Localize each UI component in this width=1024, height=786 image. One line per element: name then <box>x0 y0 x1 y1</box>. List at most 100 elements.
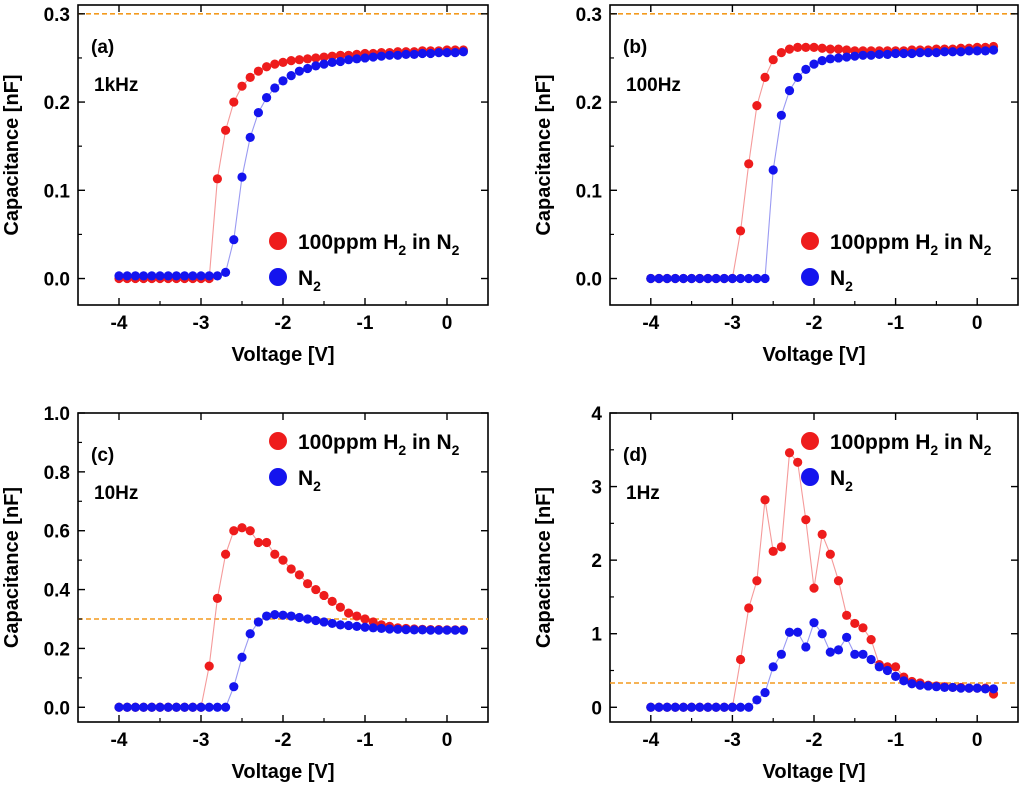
data-point <box>768 546 778 556</box>
data-point <box>988 45 999 55</box>
data-point <box>278 610 288 620</box>
data-point <box>646 702 656 712</box>
y-tick-label: 2 <box>591 551 602 572</box>
legend-marker-h2 <box>269 432 287 450</box>
data-point <box>278 57 288 67</box>
x-tick-label: 0 <box>972 313 983 334</box>
x-tick-label: -2 <box>275 730 292 751</box>
data-point <box>784 627 795 637</box>
data-point <box>393 624 403 634</box>
data-point <box>171 702 181 712</box>
data-point <box>923 681 933 691</box>
data-point <box>426 625 436 635</box>
data-point <box>163 271 173 281</box>
data-point <box>817 529 827 539</box>
y-tick-label: 0.2 <box>576 93 602 114</box>
x-axis-label: Voltage [V] <box>763 761 866 783</box>
panel-b: -4 -3 -2 -1 0 0.0 0.1 0.2 0.3 Voltage [V] Capacita… <box>533 4 1019 366</box>
data-point <box>376 623 386 634</box>
data-point <box>915 48 925 58</box>
data-point <box>719 273 729 284</box>
x-tick-label: -4 <box>111 313 128 334</box>
data-point <box>939 47 950 57</box>
data-point <box>319 52 329 62</box>
data-point <box>670 702 680 712</box>
data-point <box>221 549 231 559</box>
data-point <box>678 702 689 712</box>
data-point <box>426 48 436 59</box>
data-point <box>368 52 378 62</box>
data-point <box>245 526 255 536</box>
data-point <box>988 684 999 694</box>
y-tick-label: 4 <box>591 404 602 425</box>
data-point <box>842 45 852 55</box>
data-point <box>711 273 721 284</box>
data-point <box>204 661 214 671</box>
data-point <box>899 48 909 59</box>
legend-marker-h2 <box>269 232 287 250</box>
data-point <box>980 46 990 56</box>
data-point <box>155 271 165 281</box>
data-point <box>376 51 386 61</box>
data-point <box>262 62 272 72</box>
data-point <box>678 273 689 284</box>
data-point <box>385 50 395 60</box>
data-point <box>139 271 149 281</box>
data-point <box>801 642 811 652</box>
y-tick-label: 0.1 <box>576 181 603 202</box>
data-point <box>352 611 362 621</box>
data-point <box>809 59 819 69</box>
data-point <box>335 620 345 630</box>
data-point <box>212 702 222 712</box>
data-point <box>662 273 672 284</box>
y-tick-label: 0.0 <box>44 698 70 719</box>
data-point <box>294 55 304 65</box>
data-point <box>825 44 835 54</box>
legend: 100ppm H2 in N2 N2 <box>801 431 992 494</box>
data-point <box>401 49 411 60</box>
data-point <box>139 702 149 712</box>
panel-label: (d) <box>623 445 647 466</box>
data-point <box>122 702 132 712</box>
data-point <box>286 70 296 81</box>
x-tick-label: -3 <box>193 730 210 751</box>
data-point <box>850 649 860 659</box>
data-point <box>760 273 770 284</box>
data-point <box>114 271 124 281</box>
data-point <box>344 55 354 65</box>
data-point <box>352 54 362 64</box>
legend: 100ppm H2 in N2 N2 <box>801 231 992 294</box>
data-point <box>458 47 468 57</box>
legend-marker-n2 <box>269 468 287 486</box>
data-point <box>760 687 770 698</box>
data-point <box>245 132 255 142</box>
y-axis-label: Capacitance [nF] <box>533 487 555 648</box>
data-point <box>335 56 345 67</box>
data-point <box>450 625 460 635</box>
panel-label: (a) <box>91 37 114 58</box>
data-point <box>866 654 876 665</box>
x-axis-label: Voltage [V] <box>232 344 335 366</box>
data-point <box>687 702 697 712</box>
x-tick-label: 0 <box>442 730 453 751</box>
data-point <box>752 576 762 586</box>
data-point <box>253 66 263 76</box>
legend-marker-n2 <box>269 268 287 286</box>
data-point <box>229 682 239 692</box>
data-point <box>711 702 721 712</box>
data-point <box>760 495 770 505</box>
data-point <box>311 61 321 71</box>
legend-marker-n2 <box>801 268 819 286</box>
data-point <box>768 662 778 672</box>
data-point <box>752 273 762 284</box>
data-point <box>915 680 925 690</box>
data-point <box>768 55 778 65</box>
data-point <box>344 608 354 618</box>
data-point <box>188 271 198 281</box>
data-point <box>286 564 296 574</box>
data-point <box>801 64 811 75</box>
data-point <box>360 622 370 632</box>
data-point <box>891 671 901 681</box>
x-axis-label: Voltage [V] <box>763 344 866 366</box>
data-point <box>303 614 313 624</box>
